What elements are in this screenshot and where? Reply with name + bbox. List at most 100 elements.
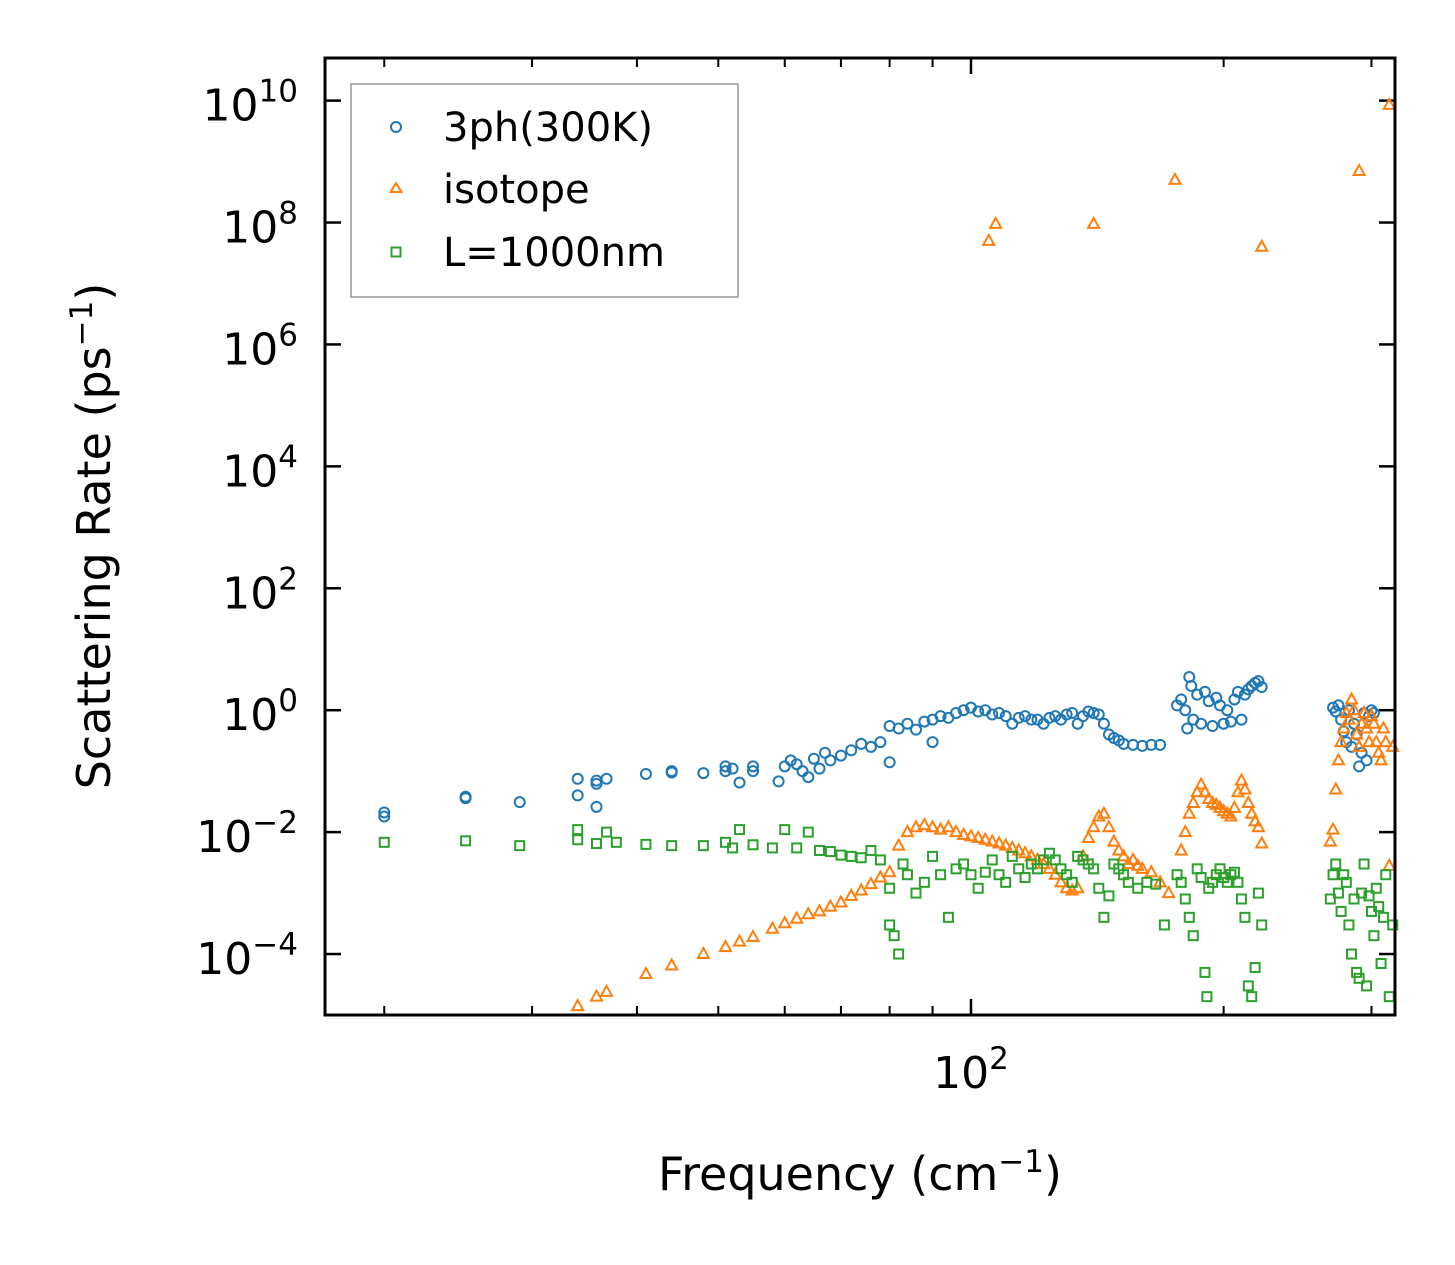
x-tick-label-exp: 2: [989, 1041, 1009, 1077]
data-point-l1000nm: [640, 838, 652, 850]
data-point-isotope: [1182, 805, 1197, 819]
data-point-3ph: [1071, 717, 1084, 730]
data-point-l1000nm: [1000, 876, 1012, 888]
data-point-isotope: [1351, 738, 1367, 752]
data-point-3ph: [1255, 681, 1268, 694]
data-point-isotope: [1251, 819, 1266, 833]
data-point-l1000nm: [514, 840, 526, 852]
data-point-3ph: [571, 789, 584, 802]
data-point-l1000nm: [1195, 872, 1207, 884]
legend-marker-square: [390, 246, 402, 258]
legend-marker-circle: [390, 121, 402, 133]
data-point-l1000nm: [747, 839, 759, 851]
data-point-l1000nm: [855, 852, 867, 864]
data-point-l1000nm: [1019, 872, 1031, 884]
y-tick-label-exp: 0: [278, 683, 298, 719]
data-point-isotope: [1244, 805, 1259, 819]
data-point-isotope: [1091, 808, 1106, 822]
data-point-isotope: [1344, 691, 1359, 705]
data-point-3ph: [1154, 738, 1167, 751]
y-axis-title-sup: −1: [64, 301, 100, 347]
data-point-l1000nm: [1199, 966, 1211, 978]
data-point-isotope: [718, 939, 733, 953]
data-point-l1000nm: [590, 838, 602, 850]
data-point-l1000nm: [965, 869, 977, 881]
data-point-3ph: [1332, 699, 1345, 712]
data-point-l1000nm: [927, 850, 939, 862]
data-point-3ph: [733, 776, 746, 789]
data-point-isotope: [1331, 752, 1346, 766]
data-point-l1000nm: [734, 824, 746, 836]
data-point-3ph: [747, 765, 760, 778]
data-point-3ph: [926, 736, 939, 749]
data-point-l1000nm: [802, 826, 814, 838]
data-point-l1000nm: [1201, 991, 1213, 1003]
data-point-3ph: [1060, 708, 1073, 721]
data-point-isotope: [1190, 784, 1205, 798]
legend-label-isotope: isotope: [443, 167, 590, 213]
data-point-isotope: [1346, 702, 1362, 716]
data-point-isotope: [941, 819, 956, 833]
data-point-l1000nm: [865, 844, 877, 856]
data-point-3ph: [909, 723, 922, 736]
data-point-isotope: [998, 837, 1013, 851]
data-point-l1000nm: [1335, 905, 1347, 917]
data-point-l1000nm: [1183, 911, 1195, 923]
data-point-3ph: [1221, 704, 1234, 717]
data-point-l1000nm: [813, 844, 825, 856]
data-point-l1000nm: [1387, 919, 1399, 931]
data-point-isotope: [1053, 874, 1069, 888]
data-point-l1000nm: [378, 836, 390, 848]
x-tick-label: 102: [933, 1041, 1009, 1099]
data-point-3ph: [1145, 738, 1158, 751]
data-point-isotope: [978, 831, 993, 845]
data-point-l1000nm: [884, 919, 896, 931]
data-point-isotope: [963, 828, 979, 842]
data-point-3ph: [1019, 710, 1032, 723]
data-point-isotope: [1223, 808, 1239, 822]
data-point-l1000nm: [835, 849, 847, 861]
x-axis-title: Frequency (cm−1): [658, 1144, 1062, 1201]
data-point-isotope: [789, 910, 804, 924]
data-point-l1000nm: [697, 840, 709, 852]
y-tick-label-exp: −4: [252, 927, 298, 963]
data-point-3ph: [818, 746, 831, 759]
data-point-l1000nm: [727, 842, 739, 854]
y-tick-label-base: 10: [196, 934, 252, 985]
data-point-l1000nm: [1013, 863, 1025, 875]
data-point-3ph: [590, 800, 603, 813]
legend-entry-isotope: isotope: [388, 167, 590, 213]
data-point-isotope: [1325, 821, 1341, 835]
x-tick-label-base: 10: [933, 1048, 989, 1099]
data-point-3ph: [1206, 720, 1219, 733]
data-point-l1000nm: [1179, 893, 1191, 905]
y-tick-label: 106: [222, 317, 298, 375]
data-point-3ph: [1242, 683, 1255, 696]
series-square: [378, 824, 1399, 1003]
data-point-3ph: [986, 708, 999, 721]
data-point-3ph: [1235, 713, 1248, 726]
data-point-3ph: [513, 796, 526, 809]
data-point-l1000nm: [766, 842, 778, 854]
x-axis-title-sup: −1: [998, 1144, 1044, 1180]
y-axis-title-text: Scattering Rate (ps: [67, 346, 121, 789]
data-point-isotope: [1096, 805, 1112, 819]
y-axis-title: Scattering Rate (ps−1): [64, 283, 121, 790]
data-point-isotope: [1081, 829, 1096, 844]
y-tick-label-exp: 6: [278, 317, 298, 353]
plot-frame: [323, 56, 1397, 1017]
data-point-isotope: [1241, 794, 1256, 809]
data-point-3ph: [772, 775, 785, 788]
data-point-3ph: [726, 762, 739, 775]
data-point-isotope: [599, 983, 614, 997]
data-point-isotope: [1354, 715, 1369, 729]
y-tick-label-exp: 4: [278, 439, 298, 475]
data-point-l1000nm: [1103, 890, 1115, 902]
data-point-l1000nm: [1187, 930, 1199, 942]
data-point-isotope: [732, 933, 747, 947]
legend-box: [350, 83, 739, 298]
y-tick-label: 108: [222, 196, 298, 254]
data-point-l1000nm: [1343, 919, 1355, 931]
data-point-l1000nm: [893, 948, 905, 960]
